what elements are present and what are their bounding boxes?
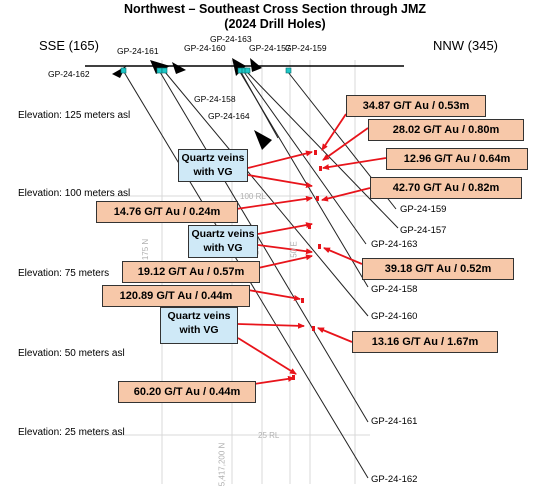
collar-label-gp-24-164: GP-24-164 <box>208 111 250 121</box>
grid-label-175-n: 175 N <box>141 238 151 261</box>
grid-label-25-rl: 25 RL <box>258 431 280 440</box>
elevation-label-50: Elevation: 50 meters asl <box>18 348 125 359</box>
elevation-label-125: Elevation: 125 meters asl <box>18 110 131 121</box>
collar-label-gp-24-163: GP-24-163 <box>210 34 252 44</box>
collar-gp-24-162 <box>120 67 127 74</box>
end-label-gp-24-161: GP-24-161 <box>371 416 418 427</box>
assay-callout: 120.89 G/T Au / 0.44m <box>102 285 250 307</box>
vein-label-line: Quartz veins <box>167 310 231 322</box>
assay-callout: 60.20 G/T Au / 0.44m <box>118 381 256 403</box>
elevation-label-75: Elevation: 75 meters <box>18 268 110 279</box>
arrow-gp-24-164 <box>254 130 272 150</box>
arrow-gp-24-163 <box>232 58 246 76</box>
grid-label-50-e: 50 E <box>289 241 299 258</box>
elevation-label-100: Elevation: 100 meters asl <box>18 188 131 199</box>
quartz-vein-label: Quartz veins with VG <box>160 307 238 344</box>
assay-callout: 19.12 G/T Au / 0.57m <box>122 261 260 283</box>
title-line-2: (2024 Drill Holes) <box>224 17 326 31</box>
assay-callout: 14.76 G/T Au / 0.24m <box>96 201 238 223</box>
collar-gp-24-161 <box>156 67 163 74</box>
assay-callout: 12.96 G/T Au / 0.64m <box>386 148 528 170</box>
vein-label-line: Quartz veins <box>181 152 245 164</box>
trace-gp-24-161 <box>159 71 369 423</box>
drill-hole-traces <box>123 71 399 479</box>
collar-gp-24-159 <box>285 67 292 74</box>
title-line-1: Northwest – Southeast Cross Section thro… <box>123 2 427 16</box>
grid-label-northing: 5,417,200 N <box>217 442 227 486</box>
assay-callout: 34.87 G/T Au / 0.53m <box>346 95 486 117</box>
collar-label-gp-24-157: GP-24-157 <box>249 43 291 53</box>
end-label-gp-24-162: GP-24-162 <box>371 474 418 485</box>
assay-callout: 39.18 G/T Au / 0.52m <box>362 258 514 280</box>
assay-callout: 28.02 G/T Au / 0.80m <box>368 119 524 141</box>
assay-callout: 42.70 G/T Au / 0.82m <box>370 177 522 199</box>
collar-gp-24-160 <box>161 67 168 74</box>
collar-gp-24-157 <box>244 67 251 74</box>
collar-label-gp-24-161: GP-24-161 <box>117 46 159 56</box>
collar-label-gp-24-162: GP-24-162 <box>48 69 90 79</box>
assay-callout: 13.16 G/T Au / 1.67m <box>352 331 498 353</box>
end-label-gp-24-158: GP-24-158 <box>371 284 418 295</box>
collar-label-gp-24-158: GP-24-158 <box>194 94 236 104</box>
trace-gp-24-160 <box>164 71 369 317</box>
vein-label-line: with VG <box>193 166 233 178</box>
arrow-gp-24-161 <box>150 60 170 74</box>
vein-label-line: Quartz veins <box>191 228 255 240</box>
end-label-gp-24-159: GP-24-159 <box>400 204 447 215</box>
left-direction-label: SSE (165) <box>39 38 99 53</box>
trace-gp-24-163 <box>243 71 367 245</box>
arrow-gp-24-157 <box>250 58 262 72</box>
end-label-gp-24-160: GP-24-160 <box>371 311 418 322</box>
collar-label-gp-24-159: GP-24-159 <box>285 43 327 53</box>
end-label-gp-24-157: GP-24-157 <box>400 225 447 236</box>
vein-label-line: with VG <box>179 324 219 336</box>
end-label-gp-24-163: GP-24-163 <box>371 239 418 250</box>
elevation-label-25: Elevation: 25 meters asl <box>18 427 125 438</box>
pointer-arrows <box>235 113 387 385</box>
background-grid <box>90 60 370 484</box>
trace-gp-24-164 <box>240 71 279 139</box>
collar-points <box>120 67 292 74</box>
vein-label-line: with VG <box>203 242 243 254</box>
quartz-vein-label: Quartz veins with VG <box>178 149 248 182</box>
grid-label-100-rl: 100 RL <box>240 192 266 201</box>
quartz-vein-label: Quartz veins with VG <box>188 225 258 258</box>
right-direction-label: NNW (345) <box>433 38 499 53</box>
collar-label-gp-24-160: GP-24-160 <box>184 43 226 53</box>
arrow-gp-24-160 <box>172 62 186 74</box>
